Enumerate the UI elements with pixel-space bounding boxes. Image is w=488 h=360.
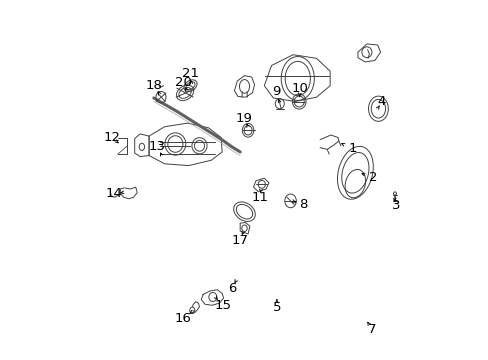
Text: 5: 5: [272, 301, 281, 314]
Text: 13: 13: [148, 140, 165, 153]
Text: 18: 18: [145, 79, 162, 92]
Text: 14: 14: [105, 187, 122, 200]
Text: 11: 11: [251, 191, 267, 204]
Text: 1: 1: [347, 142, 356, 155]
Text: 2: 2: [368, 171, 377, 184]
Text: 10: 10: [291, 82, 308, 95]
Text: 16: 16: [175, 312, 191, 325]
Text: 4: 4: [377, 95, 386, 108]
Text: 6: 6: [227, 282, 236, 295]
Text: 20: 20: [175, 76, 191, 89]
Text: 12: 12: [103, 131, 120, 144]
Text: 17: 17: [231, 234, 248, 247]
Text: 3: 3: [391, 199, 400, 212]
Text: 19: 19: [235, 112, 252, 125]
Text: 7: 7: [367, 323, 376, 336]
Text: 8: 8: [298, 198, 306, 211]
Text: 9: 9: [271, 85, 280, 98]
Text: 21: 21: [182, 67, 199, 80]
Text: 15: 15: [214, 299, 231, 312]
